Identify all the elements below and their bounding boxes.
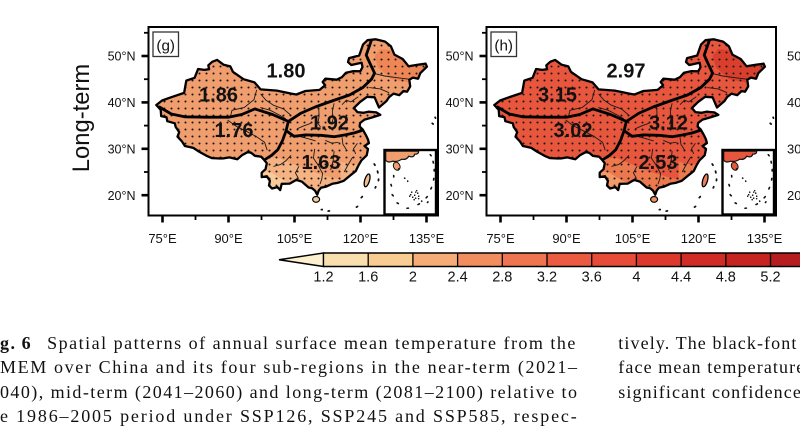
svg-text:105°E: 105°E (277, 231, 313, 246)
svg-text:135°E: 135°E (747, 231, 783, 246)
svg-text:90°E: 90°E (552, 231, 581, 246)
svg-text:20°N: 20°N (446, 189, 474, 203)
svg-text:1.76: 1.76 (215, 120, 254, 142)
svg-text:40°N: 40°N (108, 96, 136, 110)
svg-text:1.2: 1.2 (313, 270, 333, 286)
svg-text:4.4: 4.4 (671, 270, 691, 286)
svg-text:135°E: 135°E (409, 231, 445, 246)
svg-text:2.97: 2.97 (607, 61, 646, 83)
svg-text:75°E: 75°E (148, 231, 177, 246)
svg-text:1.6: 1.6 (358, 270, 378, 286)
svg-text:2.8: 2.8 (492, 270, 512, 286)
svg-text:3.02: 3.02 (554, 120, 593, 142)
svg-text:1.92: 1.92 (310, 113, 349, 135)
svg-text:30°N: 30°N (446, 142, 474, 156)
svg-text:2.4: 2.4 (448, 270, 468, 286)
svg-text:Long-term: Long-term (68, 64, 95, 172)
svg-text:20°N: 20°N (108, 189, 136, 203)
svg-text:(h): (h) (494, 38, 513, 55)
svg-text:75°E: 75°E (486, 231, 515, 246)
svg-text:3.15: 3.15 (538, 85, 577, 107)
svg-text:90°E: 90°E (214, 231, 243, 246)
svg-text:30°N: 30°N (108, 142, 136, 156)
svg-text:30°N: 30°N (787, 141, 800, 156)
svg-text:4.8: 4.8 (716, 270, 736, 286)
svg-text:120°E: 120°E (681, 231, 717, 246)
svg-text:3.2: 3.2 (537, 270, 557, 286)
svg-text:3.6: 3.6 (582, 270, 602, 286)
svg-text:105°E: 105°E (615, 231, 651, 246)
svg-text:40°N: 40°N (446, 96, 474, 110)
svg-text:50°N: 50°N (446, 50, 474, 64)
svg-text:(g): (g) (156, 38, 175, 55)
svg-text:1.80: 1.80 (267, 61, 306, 83)
svg-text:50°N: 50°N (787, 49, 800, 64)
svg-text:40°N: 40°N (787, 95, 800, 110)
svg-text:1.86: 1.86 (199, 85, 238, 107)
svg-text:1.63: 1.63 (302, 152, 341, 174)
svg-text:2: 2 (409, 270, 417, 286)
svg-text:120°E: 120°E (343, 231, 379, 246)
svg-text:3.12: 3.12 (649, 113, 688, 135)
svg-text:2.53: 2.53 (639, 152, 678, 174)
svg-text:5.2: 5.2 (760, 270, 780, 286)
svg-text:4: 4 (632, 270, 640, 286)
svg-text:20°N: 20°N (787, 188, 800, 203)
svg-text:50°N: 50°N (108, 50, 136, 64)
